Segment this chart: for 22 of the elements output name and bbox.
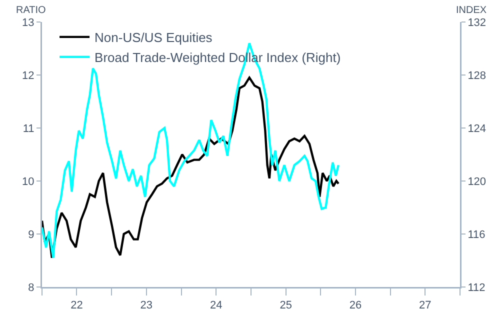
y-tick-label: 10 (22, 176, 34, 188)
x-tick-label: 24 (210, 300, 222, 312)
y-tick-label: 9 (28, 228, 34, 241)
y2-tick-label: 128 (468, 70, 486, 82)
y2-tick-label: 112 (468, 282, 486, 294)
y-tick-label: 12 (22, 70, 34, 82)
y-tick-label: 11 (22, 122, 34, 135)
y2-tick-label: 120 (468, 176, 486, 188)
x-tick-label: 25 (280, 300, 292, 312)
y2-tick-label: 132 (468, 16, 486, 29)
x-tick-label: 27 (418, 300, 432, 312)
line-series (42, 76, 340, 259)
legend-label: Non-US/US Equities (94, 30, 213, 46)
y-axis-title: RATIO (16, 5, 46, 16)
y2-tick-label: 116 (468, 228, 486, 241)
y2-tick-label: 124 (468, 122, 486, 135)
x-tick-label: 23 (140, 300, 152, 312)
x-tick-label: 22 (70, 300, 83, 312)
y-tick-label: 13 (22, 16, 34, 29)
y-tick-label: 8 (28, 282, 34, 294)
y2-axis-title: INDEX (456, 5, 487, 16)
x-tick-label: 26 (349, 300, 362, 312)
